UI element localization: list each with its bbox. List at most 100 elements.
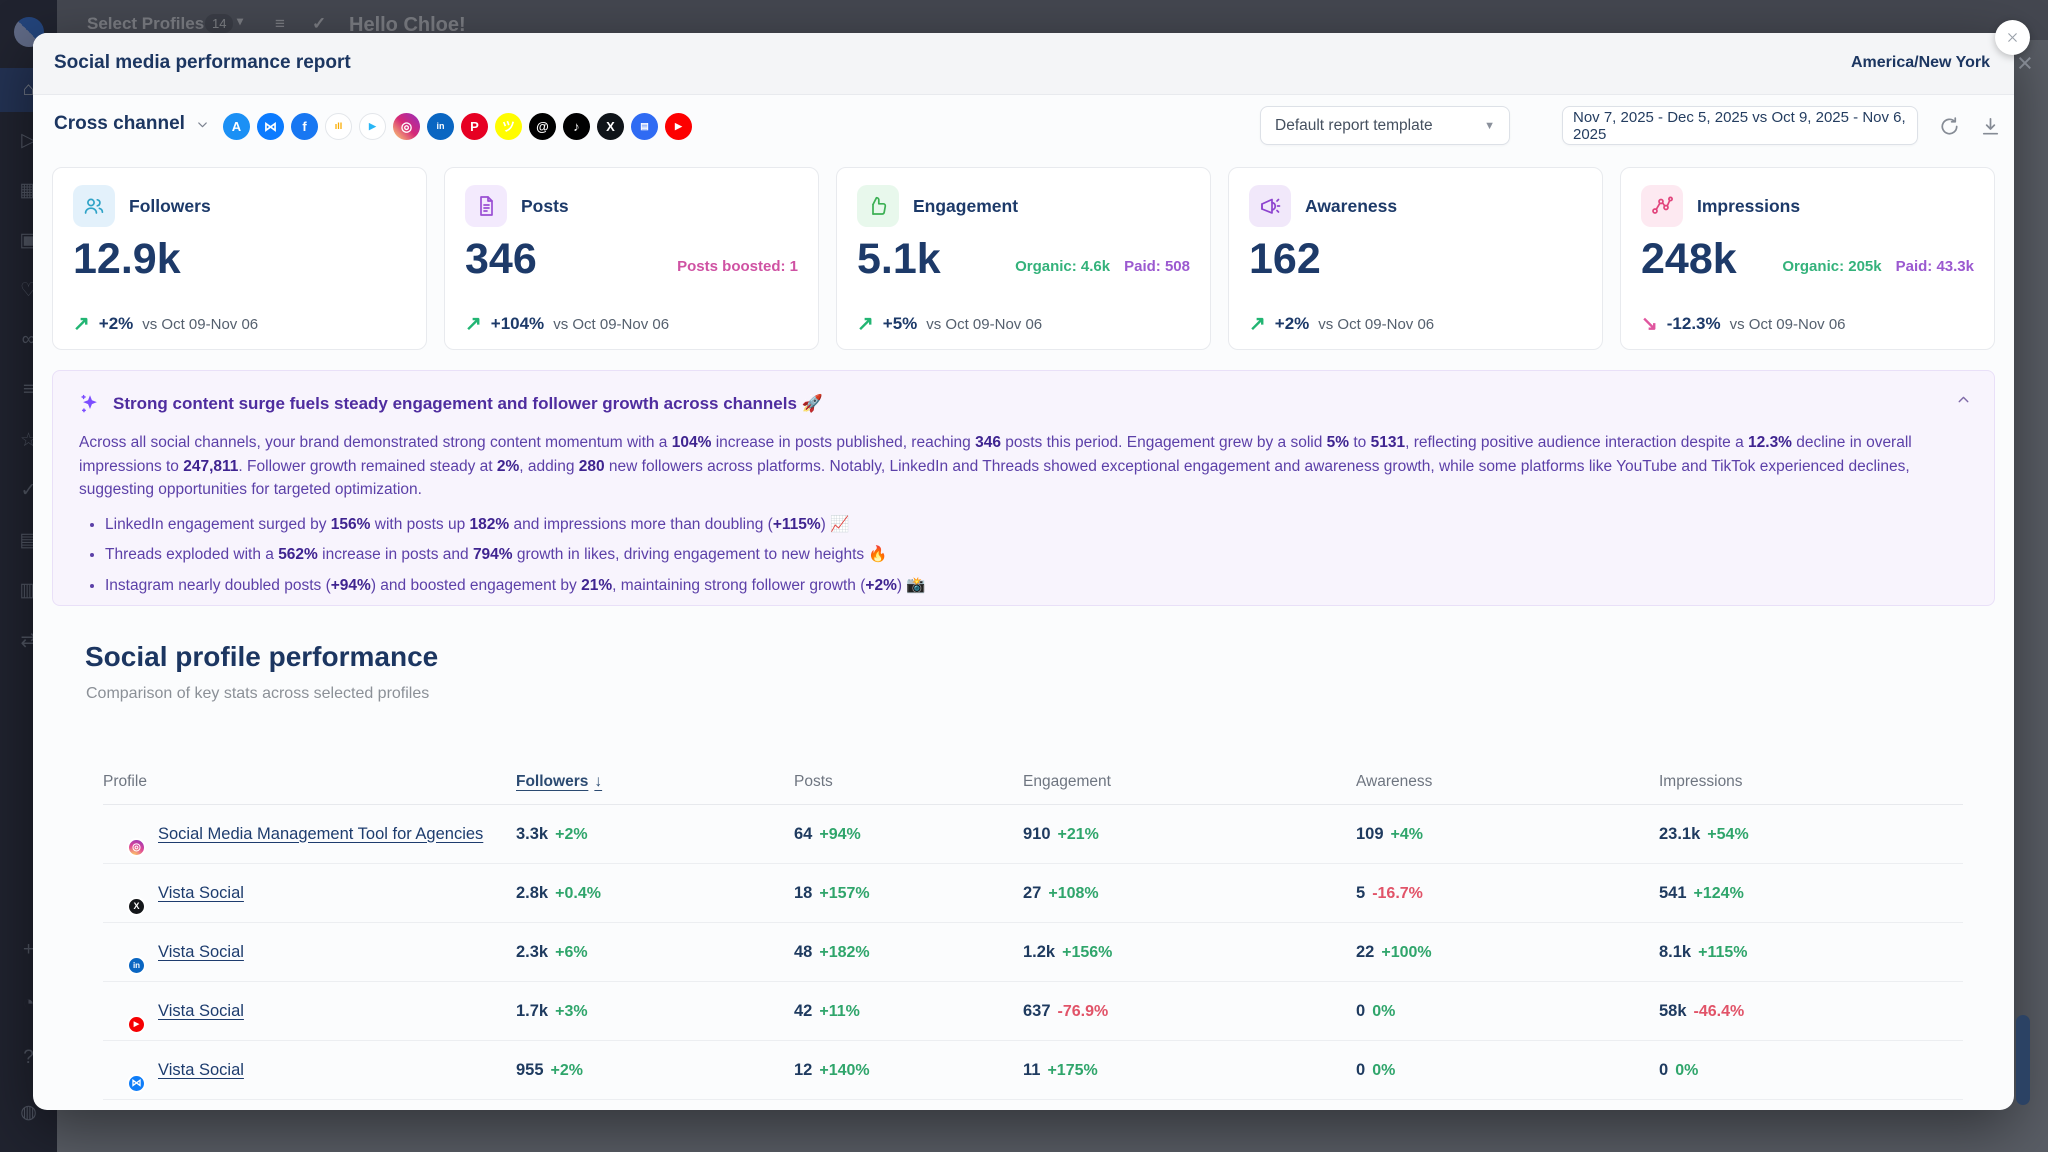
metric-value: 109 xyxy=(1356,824,1384,843)
comparison-period: vs Oct 09-Nov 06 xyxy=(142,315,259,333)
metric-value: 0 xyxy=(1356,1060,1366,1079)
profile-link[interactable]: Vista Social xyxy=(158,942,244,961)
metric-delta: +21% xyxy=(1057,825,1099,843)
metric-card-awareness: Awareness 162 ↗ +2% vs Oct 09-Nov 06 xyxy=(1228,167,1603,350)
ai-summary-bullet: Instagram nearly doubled posts (+94%) an… xyxy=(105,575,1968,597)
metric-delta: +3% xyxy=(555,1002,588,1020)
metric-delta: -16.7% xyxy=(1372,884,1423,902)
report-template-select[interactable]: Default report template ▼ xyxy=(1260,106,1510,145)
youtube-icon[interactable]: ▶ xyxy=(665,113,692,140)
ai-summary-panel: Strong content surge fuels steady engage… xyxy=(52,370,1995,606)
column-header-posts[interactable]: Posts xyxy=(794,772,833,790)
engagement-cell: 637 -76.9% xyxy=(1023,1002,1356,1021)
metric-delta: 0% xyxy=(1372,1002,1396,1020)
section-subheading: Comparison of key stats across selected … xyxy=(86,685,430,702)
metric-delta: 0% xyxy=(1675,1061,1699,1079)
app-store-icon[interactable]: A xyxy=(223,113,250,140)
metric-delta: +6% xyxy=(555,943,588,961)
metric-value: 910 xyxy=(1023,824,1051,843)
profile-link[interactable]: Social Media Management Tool for Agencie… xyxy=(158,824,484,843)
column-header-impressions[interactable]: Impressions xyxy=(1659,772,1743,790)
column-header-engagement[interactable]: Engagement xyxy=(1023,772,1111,790)
download-button[interactable] xyxy=(1979,115,2002,138)
channel-selector[interactable]: Cross channel xyxy=(54,113,210,135)
section-heading: Social profile performance xyxy=(85,641,439,672)
awareness-cell: 0 0% xyxy=(1356,1002,1659,1021)
impressions-cell: 541 +124% xyxy=(1659,884,1963,903)
modal-title: Social media performance report xyxy=(54,52,351,73)
metric-delta: +115% xyxy=(1698,943,1748,961)
metric-delta: +2% xyxy=(550,1061,583,1079)
comparison-period: vs Oct 09-Nov 06 xyxy=(1729,315,1846,333)
share-nodes-icon xyxy=(1641,185,1683,227)
metric-value: 3.3k xyxy=(516,824,549,843)
metric-delta: +108% xyxy=(1048,884,1099,902)
metric-value: 58k xyxy=(1659,1001,1687,1020)
metric-delta: +157% xyxy=(819,884,870,902)
comparison-period: vs Oct 09-Nov 06 xyxy=(1318,315,1435,333)
followers-cell: 3.3k +2% xyxy=(516,825,794,844)
refresh-button[interactable] xyxy=(1938,115,1961,138)
template-select-value: Default report template xyxy=(1275,116,1433,134)
sort-desc-icon: ↓ xyxy=(594,772,603,790)
close-button[interactable] xyxy=(1995,20,2030,55)
google-business-icon[interactable]: ▤ xyxy=(631,113,658,140)
engagement-cell: 27 +108% xyxy=(1023,884,1356,903)
metric-delta: +5% xyxy=(882,314,918,333)
scrollbar-thumb[interactable] xyxy=(2016,1015,2030,1105)
paid-note: Paid: 43.3k xyxy=(1895,258,1974,276)
x-icon[interactable]: X xyxy=(597,113,624,140)
sparkles-icon xyxy=(79,393,101,415)
pinterest-icon[interactable]: P xyxy=(461,113,488,140)
metric-label: Awareness xyxy=(1305,195,1398,216)
metric-value: 23.1k xyxy=(1659,824,1701,843)
collapse-chevron-up-icon[interactable] xyxy=(1955,391,1972,413)
trend-up-icon: ↗ xyxy=(73,313,90,335)
metric-delta: +124% xyxy=(1693,884,1744,902)
megaphone-icon xyxy=(1249,185,1291,227)
bluesky-icon[interactable]: ⋈ xyxy=(257,113,284,140)
metric-delta: +175% xyxy=(1047,1061,1098,1079)
table-row: ◎ Social Media Management Tool for Agenci… xyxy=(103,805,1963,864)
metric-delta: -76.9% xyxy=(1057,1002,1109,1020)
column-header-profile[interactable]: Profile xyxy=(103,772,147,790)
report-modal: Social media performance report America/… xyxy=(33,20,2030,1110)
profile-link[interactable]: Vista Social xyxy=(158,1001,244,1020)
followers-cell: 2.3k +6% xyxy=(516,943,794,962)
column-header-awareness[interactable]: Awareness xyxy=(1356,772,1433,790)
channel-label: Cross channel xyxy=(54,113,185,134)
metric-delta: +4% xyxy=(1390,825,1423,843)
metric-value: 637 xyxy=(1023,1001,1051,1020)
threads-icon[interactable]: @ xyxy=(529,113,556,140)
metric-delta: +100% xyxy=(1381,943,1432,961)
background-close-icon: × xyxy=(2017,48,2033,78)
tiktok-icon[interactable]: ♪ xyxy=(563,113,590,140)
date-range-picker[interactable]: Nov 7, 2025 - Dec 5, 2025 vs Oct 9, 2025… xyxy=(1562,106,1918,145)
linkedin-icon[interactable]: in xyxy=(427,113,454,140)
metric-value: 346 xyxy=(465,235,537,283)
metric-delta: +156% xyxy=(1062,943,1113,961)
google-play-icon[interactable]: ▶ xyxy=(359,113,386,140)
table-header-row: Profile Followers ↓ Posts Engagement Awarenes… xyxy=(103,759,1963,805)
metric-value: 0 xyxy=(1356,1001,1366,1020)
instagram-icon[interactable]: ◎ xyxy=(393,113,420,140)
facebook-icon[interactable]: f xyxy=(291,113,318,140)
engagement-cell: 910 +21% xyxy=(1023,825,1356,844)
impressions-cell: 0 0% xyxy=(1659,1061,1963,1080)
engagement-cell: 11 +175% xyxy=(1023,1061,1356,1080)
metric-delta: +2% xyxy=(555,825,588,843)
profile-link[interactable]: Vista Social xyxy=(158,883,244,902)
posts-cell: 64 +94% xyxy=(794,825,1023,844)
awareness-cell: 5 -16.7% xyxy=(1356,884,1659,903)
google-analytics-icon[interactable]: ıll xyxy=(325,113,352,140)
trend-up-icon: ↗ xyxy=(1249,313,1266,335)
snapchat-icon[interactable]: ツ xyxy=(495,113,522,140)
metric-value: 162 xyxy=(1249,235,1321,283)
profile-link[interactable]: Vista Social xyxy=(158,1060,244,1079)
column-header-followers[interactable]: Followers ↓ xyxy=(516,772,603,790)
date-range-value: Nov 7, 2025 - Dec 5, 2025 vs Oct 9, 2025… xyxy=(1573,108,1906,143)
table-row: X Vista Social 2.8k +0.4% 18 +157% 27 +108% 5 -16… xyxy=(103,864,1963,923)
posts-cell: 42 +11% xyxy=(794,1002,1023,1021)
metric-value: 8.1k xyxy=(1659,942,1692,961)
